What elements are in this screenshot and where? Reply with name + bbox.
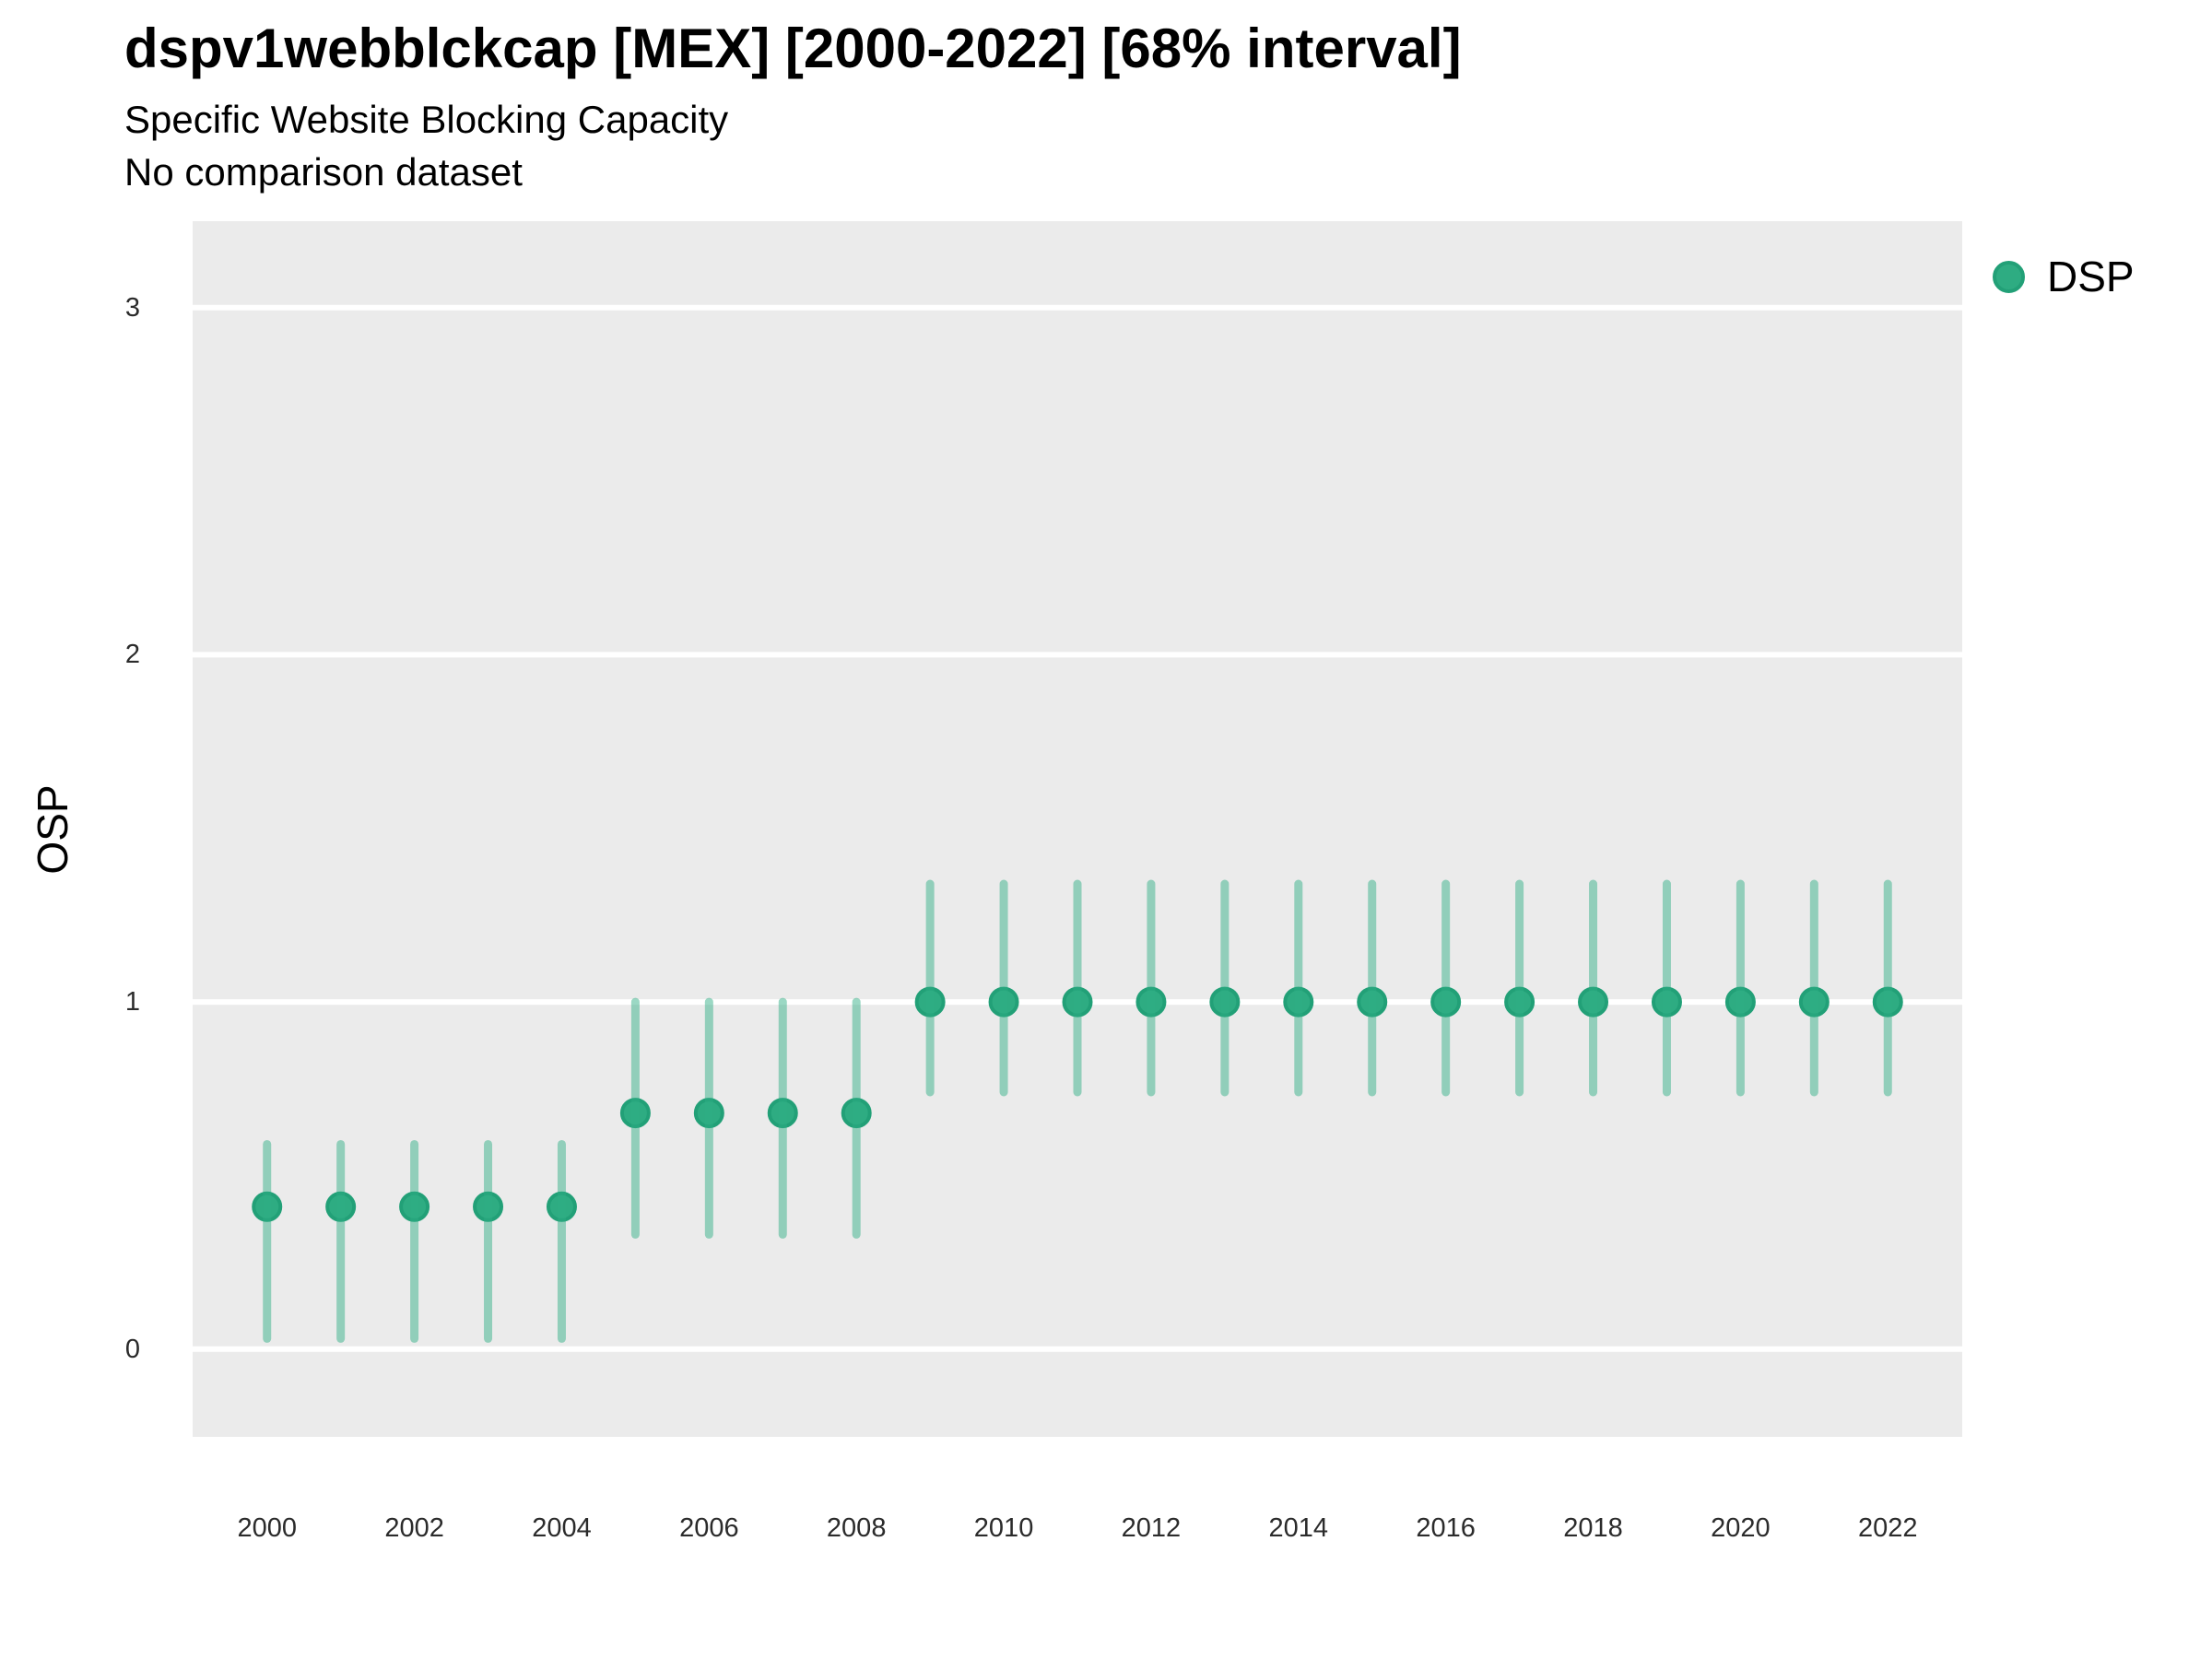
x-tick-label-2006: 2006	[679, 1513, 739, 1543]
x-tick-label-2022: 2022	[1858, 1513, 1918, 1543]
estimate-point-2015	[1357, 986, 1388, 1018]
x-tick-label-2014: 2014	[1268, 1513, 1329, 1543]
legend-label: DSP	[2047, 253, 2135, 300]
estimate-point-2008	[841, 1098, 872, 1129]
estimate-point-2017	[1504, 986, 1535, 1018]
estimate-point-2020	[1724, 986, 1756, 1018]
estimate-point-2016	[1430, 986, 1462, 1018]
estimate-point-2000	[252, 1191, 283, 1222]
x-tick-label-2002: 2002	[384, 1513, 444, 1543]
estimate-point-2006	[693, 1098, 724, 1129]
estimate-point-2010	[988, 986, 1019, 1018]
y-axis-title: OSP	[29, 784, 76, 875]
estimate-point-2001	[325, 1191, 357, 1222]
chart-title: dspv1webblckcap [MEX] [2000-2022] [68% i…	[124, 18, 1462, 79]
estimate-point-2021	[1798, 986, 1830, 1018]
estimate-point-2014	[1283, 986, 1314, 1018]
x-tick-label-2018: 2018	[1563, 1513, 1623, 1543]
plot-panel	[193, 221, 1962, 1437]
x-tick-label-2004: 2004	[532, 1513, 592, 1543]
y-tick-label-2: 2	[124, 640, 140, 670]
estimate-point-2013	[1209, 986, 1241, 1018]
estimate-point-2004	[546, 1191, 577, 1222]
x-tick-label-2008: 2008	[826, 1513, 887, 1543]
estimate-point-2005	[619, 1098, 651, 1129]
y-tick-label-0: 0	[124, 1334, 140, 1364]
estimate-point-2002	[399, 1191, 430, 1222]
estimate-point-2003	[473, 1191, 504, 1222]
plot-canvas	[193, 304, 1962, 1352]
y-tick-label-1: 1	[124, 987, 140, 1018]
x-tick-label-2010: 2010	[973, 1513, 1034, 1543]
chart-subtitle: Specific Website Blocking Capacity	[124, 98, 729, 141]
x-tick-label-2012: 2012	[1121, 1513, 1182, 1543]
estimate-point-2019	[1651, 986, 1682, 1018]
chart-note: No comparison dataset	[124, 150, 523, 194]
legend: DSP	[1993, 253, 2135, 300]
estimate-point-2007	[767, 1098, 798, 1129]
x-tick-label-2016: 2016	[1416, 1513, 1476, 1543]
estimate-point-2012	[1135, 986, 1167, 1018]
x-tick-label-2020: 2020	[1711, 1513, 1771, 1543]
estimate-point-2011	[1062, 986, 1093, 1018]
x-tick-label-2000: 2000	[237, 1513, 297, 1543]
estimate-point-2009	[914, 986, 946, 1018]
legend-marker-icon	[1993, 260, 2025, 293]
estimate-point-2018	[1578, 986, 1609, 1018]
y-tick-label-3: 3	[124, 292, 140, 323]
estimate-point-2022	[1872, 986, 1903, 1018]
